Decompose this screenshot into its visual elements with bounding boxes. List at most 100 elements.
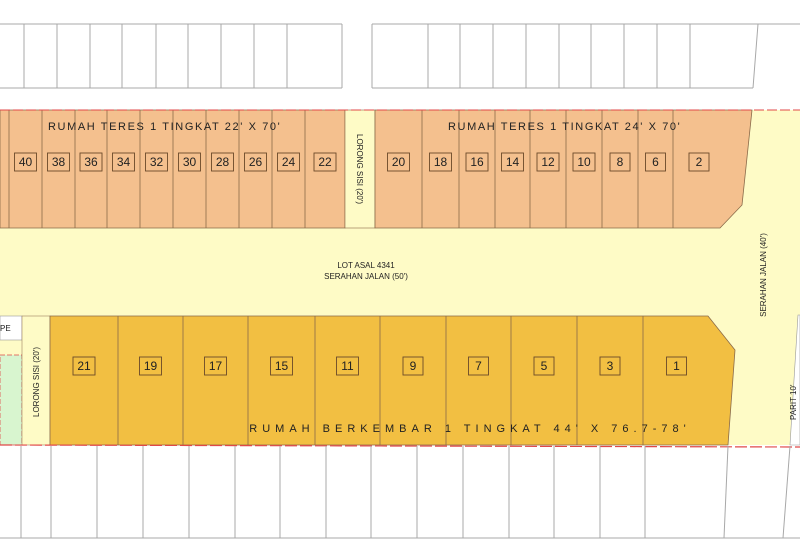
lot[interactable]: 2: [688, 152, 710, 172]
lot-number-box: [645, 152, 666, 172]
lot[interactable]: 6: [645, 110, 674, 228]
lot-number-box: [572, 152, 596, 172]
lot[interactable]: 14: [501, 110, 531, 228]
lot-number: 8: [617, 155, 624, 169]
lot[interactable]: 7: [468, 316, 512, 445]
lot[interactable]: 17: [204, 316, 249, 445]
lot-number: 11: [341, 359, 354, 373]
lot-number-box: [72, 356, 96, 376]
lot-number-box: [79, 152, 103, 172]
lot[interactable]: 32: [145, 110, 174, 228]
lot[interactable]: 26: [244, 110, 273, 228]
lot[interactable]: 12: [536, 110, 567, 228]
semi-detached-block-label: RUMAH BERKEMBAR 1 TINGKAT 44' X 76.7-78': [249, 423, 690, 435]
lot-number: 2: [696, 155, 703, 169]
lot-number: 22: [318, 155, 332, 169]
lot-number-box: [139, 356, 162, 376]
lot-number: 14: [506, 155, 520, 169]
lot-number: 17: [209, 359, 223, 373]
lot[interactable]: 1: [666, 356, 687, 376]
terrace-block-east-label: RUMAH TERES 1 TINGKAT 24' X 70': [448, 121, 681, 133]
lot-number: 9: [410, 359, 417, 373]
side-lane-south: [21, 315, 51, 446]
lot-number-box: [468, 356, 489, 376]
lot-number-box: [112, 152, 135, 172]
lot-number-box: [465, 152, 489, 172]
lot[interactable]: 18: [429, 110, 460, 228]
lot-number: 5: [541, 359, 548, 373]
lot-number-box: [313, 152, 337, 172]
lot-number: 21: [77, 359, 91, 373]
lot[interactable]: 22: [313, 152, 337, 172]
lot[interactable]: 40: [14, 110, 43, 228]
lot[interactable]: 8: [609, 110, 639, 228]
terrace-block-west-label: RUMAH TERES 1 TINGKAT 22' X 70': [48, 121, 281, 133]
lot-number-box: [501, 152, 524, 172]
lot-number: 38: [52, 155, 66, 169]
lot-number: 28: [216, 155, 230, 169]
side-lane-north-label: LORONG SISI (20'): [355, 134, 364, 204]
lot-number-box: [387, 152, 410, 172]
lot-number: 26: [249, 155, 263, 169]
side-lane-south-label: LORONG SISI (20'): [32, 347, 41, 417]
lot-number: 36: [84, 155, 98, 169]
lot[interactable]: 38: [47, 110, 76, 228]
lot-number-box: [336, 356, 359, 376]
lot[interactable]: 34: [112, 110, 141, 228]
lot[interactable]: 24: [277, 110, 306, 228]
lot-number: 7: [475, 359, 482, 373]
drain-reserve-plot: [789, 314, 800, 446]
lot-number-box: [533, 356, 555, 376]
adjacent-lots-north: [0, 23, 800, 89]
lot-number: 32: [150, 155, 164, 169]
lot[interactable]: 11: [336, 316, 381, 445]
lot-number-box: [178, 152, 201, 172]
lot-number: 19: [144, 359, 158, 373]
lot-number-box: [211, 152, 234, 172]
lot-number-box: [402, 356, 424, 376]
lot-number: 40: [19, 155, 33, 169]
lot-number-box: [270, 356, 293, 376]
lot-number-box: [429, 152, 452, 172]
lot-number: 24: [282, 155, 296, 169]
lot-number: 18: [434, 155, 448, 169]
corner-plot-label: PE: [0, 324, 11, 333]
lot-number-box: [244, 152, 267, 172]
lot-number: 12: [541, 155, 555, 169]
lot-number: 16: [470, 155, 484, 169]
main-road-label: SERAHAN JALAN (50'): [324, 272, 408, 281]
lot[interactable]: 5: [533, 316, 578, 445]
lot[interactable]: 16: [465, 110, 496, 228]
lot-number: 10: [577, 155, 591, 169]
side-lane-north: [344, 109, 376, 229]
green-area: [0, 354, 23, 446]
lot[interactable]: 21: [72, 316, 119, 445]
lot[interactable]: 20: [387, 110, 423, 228]
lot-number: 1: [673, 359, 680, 373]
lot-number-box: [145, 152, 168, 172]
lot[interactable]: 9: [402, 316, 447, 445]
boundary-south: [0, 444, 800, 448]
lot-number-box: [609, 152, 631, 172]
adjacent-lots-south: [0, 445, 800, 539]
drain-reserve-label: PARIT 10': [789, 384, 798, 420]
lot[interactable]: 30: [178, 110, 207, 228]
lot[interactable]: 15: [270, 316, 316, 445]
side-road-label: SERAHAN JALAN (40'): [759, 233, 768, 317]
lot-number-box: [14, 152, 37, 172]
lot-number-box: [204, 356, 227, 376]
lot-number-box: [599, 356, 621, 376]
lot-number: 6: [652, 155, 659, 169]
lot-number-box: [47, 152, 70, 172]
lot[interactable]: 19: [139, 316, 184, 445]
lot-number: 30: [183, 155, 197, 169]
semi-detached-block: [49, 315, 736, 446]
lot-number: 34: [117, 155, 131, 169]
lot-number-box: [688, 152, 710, 172]
lot[interactable]: 36: [79, 110, 108, 228]
lot[interactable]: 3: [599, 316, 644, 445]
lot[interactable]: 28: [211, 110, 240, 228]
lot-number-box: [666, 356, 687, 376]
lot[interactable]: 10: [572, 110, 603, 228]
lot-number-box: [536, 152, 560, 172]
